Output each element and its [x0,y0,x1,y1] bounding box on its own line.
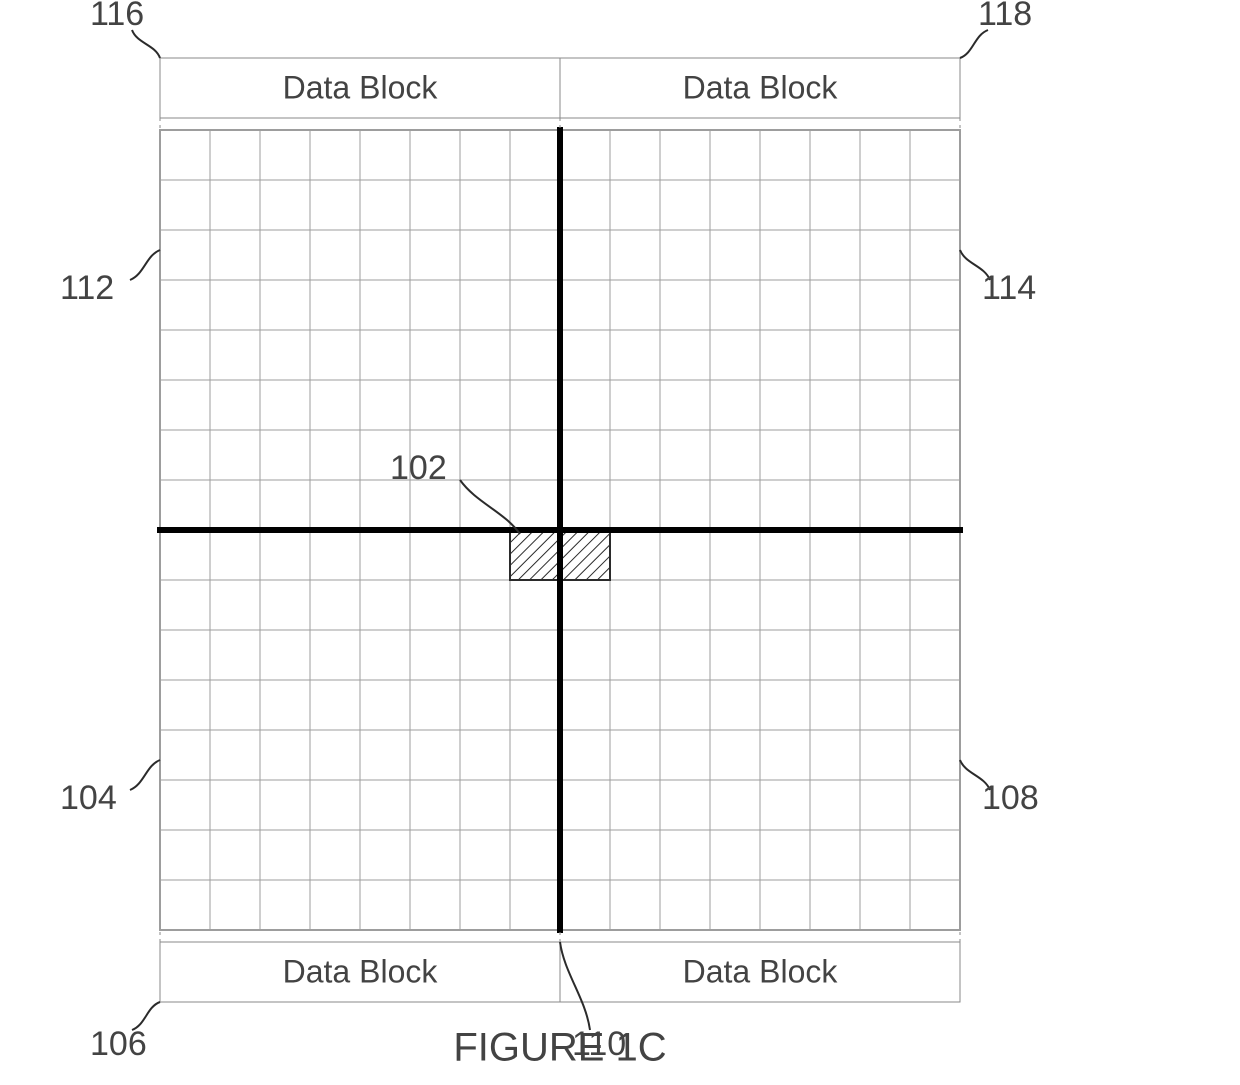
ref-108: 108 [982,779,1039,817]
svg-text:Data Block: Data Block [283,953,439,989]
leader-104 [130,760,160,790]
figure-title: FIGURE 1C [453,1026,666,1070]
data-block-bot-left: Data Block [160,930,560,1002]
leader-118 [960,30,988,58]
ref-114: 114 [982,269,1036,307]
ref-112: 112 [60,269,114,307]
data-block-top-left: Data Block [160,58,560,130]
svg-text:Data Block: Data Block [283,69,439,105]
ref-118: 118 [978,0,1032,33]
ref-116: 116 [90,0,144,33]
leader-116 [132,30,160,58]
leader-112 [130,250,160,280]
data-block-top-right: Data Block [560,58,960,130]
ref-104: 104 [60,779,117,817]
svg-text:Data Block: Data Block [683,953,839,989]
data-block-bot-right: Data Block [560,930,960,1002]
ref-106: 106 [90,1025,147,1063]
svg-text:Data Block: Data Block [683,69,839,105]
ref-102: 102 [390,449,447,487]
